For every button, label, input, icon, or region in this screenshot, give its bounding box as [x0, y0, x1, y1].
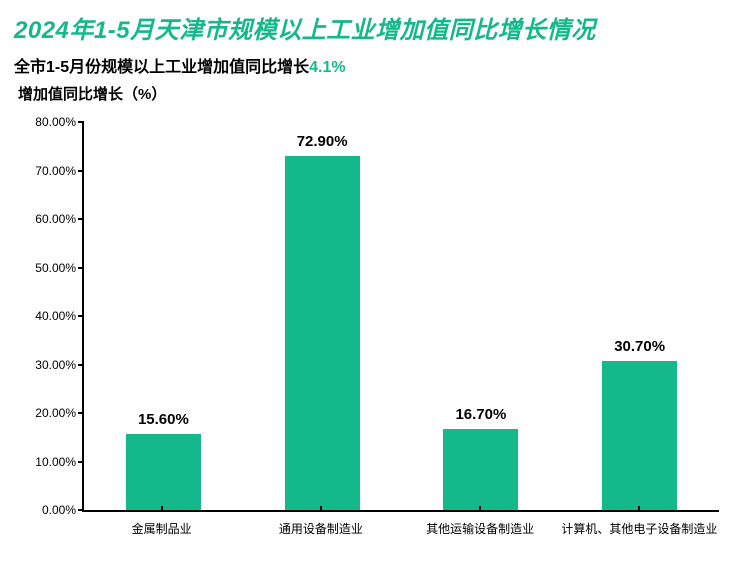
- y-tick-label: 30.00%: [35, 358, 76, 372]
- x-tick-mark: [161, 506, 163, 512]
- y-tick-mark: [78, 267, 84, 269]
- y-tick-mark: [78, 170, 84, 172]
- y-tick-mark: [78, 218, 84, 220]
- y-axis-label: 增加值同比增长（%）: [18, 83, 729, 104]
- y-tick-label: 40.00%: [35, 309, 76, 323]
- chart-subtitle: 全市1-5月份规模以上工业增加值同比增长4.1%: [14, 53, 729, 77]
- y-tick-label: 0.00%: [42, 503, 76, 517]
- y-tick-mark: [78, 315, 84, 317]
- bar-slot: 16.70%: [402, 122, 561, 510]
- plot-area: 15.60%72.90%16.70%30.70% 0.00%10.00%20.0…: [82, 122, 719, 512]
- y-tick-label: 20.00%: [35, 406, 76, 420]
- y-tick-label: 80.00%: [35, 115, 76, 129]
- x-axis-label-text: 通用设备制造业: [279, 522, 363, 536]
- x-axis-label-text: 计算机、其他电子设备制造业: [561, 522, 717, 536]
- subtitle-accent: 4.1%: [309, 59, 345, 76]
- y-tick-label: 10.00%: [35, 455, 76, 469]
- chart-container: 2024年1-5月天津市规模以上工业增加值同比增长情况 全市1-5月份规模以上工…: [0, 0, 743, 571]
- x-tick-mark: [479, 506, 481, 512]
- x-axis-category: 其他运输设备制造业: [401, 512, 560, 552]
- y-tick-mark: [78, 461, 84, 463]
- chart-area: 15.60% 72.90% 16.70% 30.70% 0.00% 10.00% 20.0…: [14, 112, 729, 552]
- bar-value-label: 16.70%: [455, 406, 506, 423]
- x-axis-category: 金属制品业: [82, 512, 241, 552]
- bar: 16.70%: [443, 429, 518, 510]
- bar-value-label: 15.60%: [138, 411, 189, 428]
- bar: 15.60%: [126, 434, 201, 510]
- bar-value-label: 72.90%: [297, 133, 348, 150]
- bar-value-label: 30.70%: [614, 338, 665, 355]
- y-tick-mark: [78, 509, 84, 511]
- x-axis-label-text: 其他运输设备制造业: [426, 522, 534, 536]
- y-tick-label: 70.00%: [35, 164, 76, 178]
- subtitle-main: 全市1-5月份规模以上工业增加值同比增长: [14, 59, 309, 76]
- y-tick-label: 60.00%: [35, 212, 76, 226]
- x-axis-category: 计算机、其他电子设备制造业: [560, 512, 719, 552]
- x-tick-mark: [320, 506, 322, 512]
- y-tick-label: 50.00%: [35, 261, 76, 275]
- chart-title: 2024年1-5月天津市规模以上工业增加值同比增长情况: [14, 10, 729, 45]
- bar-slot: 72.90%: [243, 122, 402, 510]
- bar: 72.90%: [285, 156, 360, 510]
- bar-slot: 30.70%: [560, 122, 719, 510]
- x-axis-labels: 金属制品业 通用设备制造业 其他运输设备制造业 计算机、其他电子设备制造业: [82, 512, 719, 552]
- y-tick-mark: [78, 412, 84, 414]
- x-tick-mark: [638, 506, 640, 512]
- x-axis-category: 通用设备制造业: [241, 512, 400, 552]
- x-axis-label-text: 金属制品业: [132, 522, 192, 536]
- y-tick-mark: [78, 121, 84, 123]
- bar-slot: 15.60%: [84, 122, 243, 510]
- bar: 30.70%: [602, 361, 677, 510]
- y-tick-mark: [78, 364, 84, 366]
- bars-group: 15.60% 72.90% 16.70% 30.70%: [84, 122, 719, 510]
